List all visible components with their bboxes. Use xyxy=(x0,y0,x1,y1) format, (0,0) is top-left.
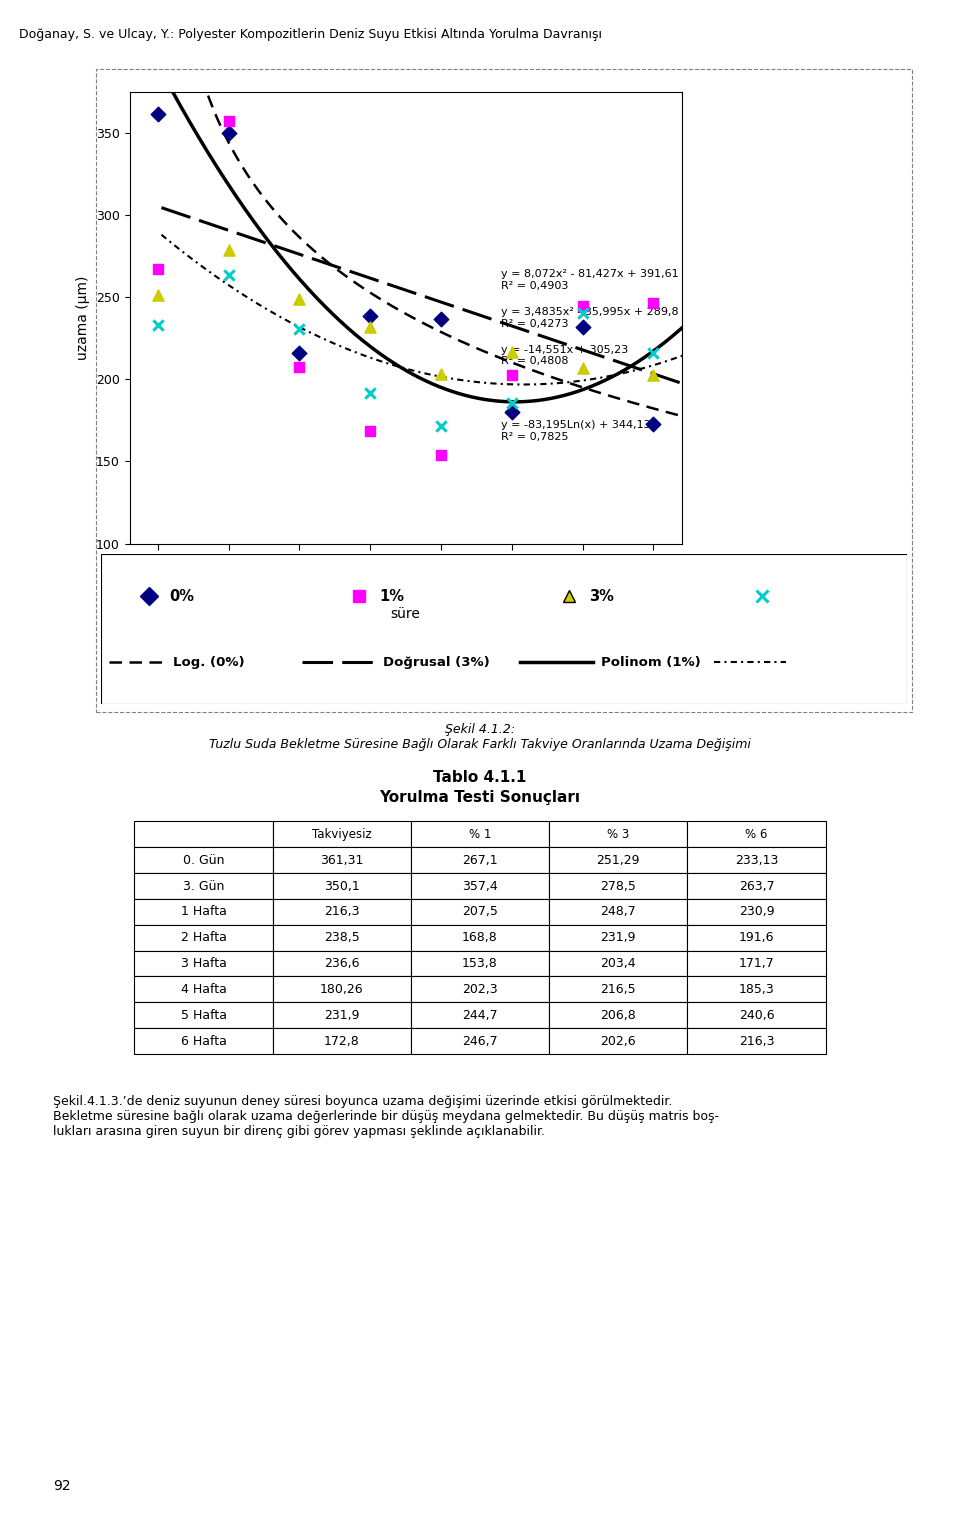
Point xyxy=(646,340,661,364)
Text: Şekil 4.1.2:: Şekil 4.1.2: xyxy=(444,723,516,735)
Point xyxy=(504,400,519,424)
Point xyxy=(221,239,236,263)
Text: 1%: 1% xyxy=(379,589,404,603)
Point xyxy=(221,262,236,286)
Point xyxy=(292,340,307,364)
Text: Şekil.4.1.3.’de deniz suyunun deney süresi boyunca uzama değişimi üzerinde etkis: Şekil.4.1.3.’de deniz suyunun deney süre… xyxy=(53,1095,719,1138)
Point xyxy=(646,363,661,387)
Point xyxy=(221,109,236,133)
Text: Tablo 4.1.1: Tablo 4.1.1 xyxy=(433,770,527,785)
Text: Log. (0%): Log. (0%) xyxy=(174,655,245,669)
Point xyxy=(646,412,661,436)
Point xyxy=(221,121,236,145)
Point xyxy=(363,418,378,442)
Text: Polinom (1%): Polinom (1%) xyxy=(601,655,701,669)
Point xyxy=(504,340,519,364)
Point xyxy=(504,363,519,387)
Point xyxy=(646,291,661,315)
Point xyxy=(433,306,448,331)
Point xyxy=(575,294,590,318)
Point xyxy=(575,300,590,325)
Text: y = 3,4835x² - 35,995x + 289,8
R² = 0,4273: y = 3,4835x² - 35,995x + 289,8 R² = 0,42… xyxy=(501,308,679,329)
Text: 0%: 0% xyxy=(169,589,194,603)
Point xyxy=(150,312,165,337)
Text: y = -14,551x + 305,23
R² = 0,4808: y = -14,551x + 305,23 R² = 0,4808 xyxy=(501,344,629,366)
Text: Tuzlu Suda Bekletme Süresine Bağlı Olarak Farklı Takviye Oranlarında Uzama Değiş: Tuzlu Suda Bekletme Süresine Bağlı Olara… xyxy=(209,738,751,750)
Point xyxy=(433,413,448,438)
Point xyxy=(150,103,165,127)
Point xyxy=(433,442,448,467)
Point xyxy=(150,283,165,308)
Text: 3%: 3% xyxy=(588,589,613,603)
Text: 92: 92 xyxy=(53,1479,70,1493)
Point xyxy=(292,317,307,341)
Point xyxy=(292,355,307,380)
Point xyxy=(575,355,590,380)
Point xyxy=(292,286,307,311)
Point xyxy=(363,381,378,406)
Point xyxy=(363,303,378,328)
Text: süre: süre xyxy=(391,606,420,620)
Point xyxy=(575,315,590,340)
Text: Doğanay, S. ve Ulcay, Y.: Polyester Kompozitlerin Deniz Suyu Etkisi Altında Yoru: Doğanay, S. ve Ulcay, Y.: Polyester Komp… xyxy=(19,28,602,40)
Text: Yorulma Testi Sonuçları: Yorulma Testi Sonuçları xyxy=(379,790,581,805)
Point xyxy=(363,315,378,340)
Point xyxy=(504,390,519,415)
Text: y = -83,195Ln(x) + 344,13
R² = 0,7825: y = -83,195Ln(x) + 344,13 R² = 0,7825 xyxy=(501,421,651,442)
Text: Doğrusal (3%): Doğrusal (3%) xyxy=(383,655,490,669)
Text: y = 8,072x² - 81,427x + 391,61
R² = 0,4903: y = 8,072x² - 81,427x + 391,61 R² = 0,49… xyxy=(501,269,679,291)
Y-axis label: uzama (µm): uzama (µm) xyxy=(77,276,90,360)
Point xyxy=(150,257,165,282)
Point xyxy=(433,361,448,386)
